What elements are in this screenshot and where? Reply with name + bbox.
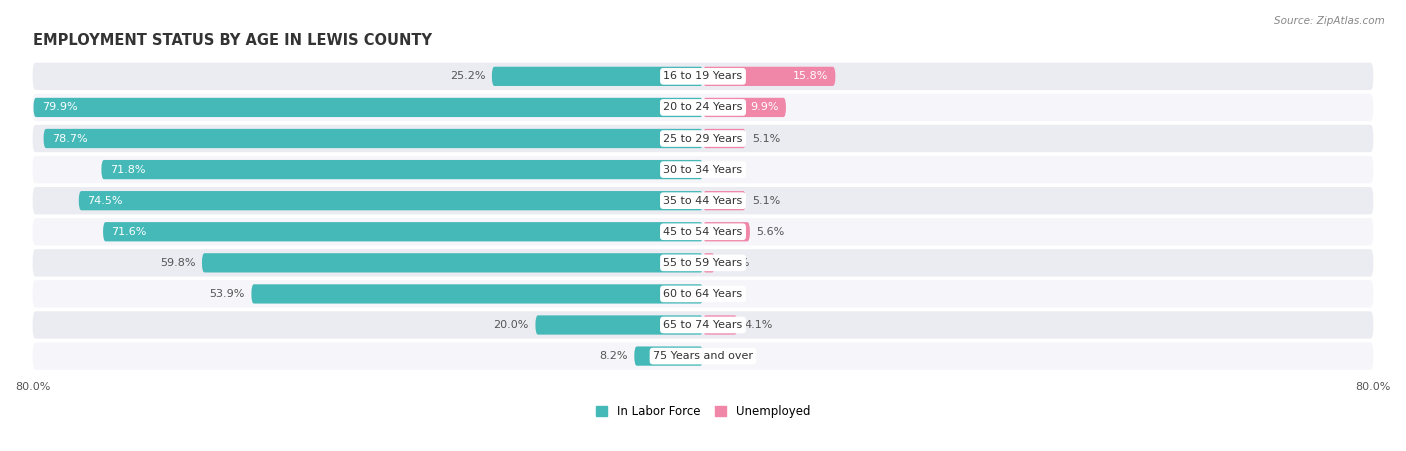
Text: 25 to 29 Years: 25 to 29 Years	[664, 133, 742, 143]
Text: 20 to 24 Years: 20 to 24 Years	[664, 102, 742, 112]
Text: 75 Years and over: 75 Years and over	[652, 351, 754, 361]
FancyBboxPatch shape	[101, 160, 703, 179]
FancyBboxPatch shape	[32, 94, 1374, 121]
Text: 5.6%: 5.6%	[756, 227, 785, 237]
Text: 78.7%: 78.7%	[52, 133, 87, 143]
Text: 5.1%: 5.1%	[752, 196, 780, 206]
FancyBboxPatch shape	[32, 156, 1374, 183]
Text: 0.0%: 0.0%	[710, 351, 738, 361]
Text: 59.8%: 59.8%	[160, 258, 195, 268]
Text: 8.2%: 8.2%	[599, 351, 627, 361]
FancyBboxPatch shape	[32, 63, 1374, 90]
Text: 71.6%: 71.6%	[111, 227, 146, 237]
Text: Source: ZipAtlas.com: Source: ZipAtlas.com	[1274, 16, 1385, 26]
Text: 25.2%: 25.2%	[450, 71, 485, 81]
Text: 15.8%: 15.8%	[793, 71, 828, 81]
FancyBboxPatch shape	[32, 125, 1374, 152]
FancyBboxPatch shape	[34, 98, 703, 117]
Text: 16 to 19 Years: 16 to 19 Years	[664, 71, 742, 81]
Text: 30 to 34 Years: 30 to 34 Years	[664, 165, 742, 175]
Text: 65 to 74 Years: 65 to 74 Years	[664, 320, 742, 330]
FancyBboxPatch shape	[536, 315, 703, 335]
FancyBboxPatch shape	[32, 342, 1374, 370]
Text: 0.0%: 0.0%	[710, 289, 738, 299]
Text: 9.9%: 9.9%	[751, 102, 779, 112]
Text: 53.9%: 53.9%	[209, 289, 245, 299]
Text: 79.9%: 79.9%	[42, 102, 77, 112]
Text: 35 to 44 Years: 35 to 44 Years	[664, 196, 742, 206]
FancyBboxPatch shape	[252, 284, 703, 304]
FancyBboxPatch shape	[32, 311, 1374, 339]
Text: 71.8%: 71.8%	[110, 165, 145, 175]
FancyBboxPatch shape	[79, 191, 703, 210]
Legend: In Labor Force, Unemployed: In Labor Force, Unemployed	[596, 405, 810, 419]
FancyBboxPatch shape	[703, 315, 737, 335]
Text: 45 to 54 Years: 45 to 54 Years	[664, 227, 742, 237]
FancyBboxPatch shape	[44, 129, 703, 148]
Text: 74.5%: 74.5%	[87, 196, 122, 206]
FancyBboxPatch shape	[703, 67, 835, 86]
FancyBboxPatch shape	[703, 129, 745, 148]
FancyBboxPatch shape	[634, 346, 703, 366]
FancyBboxPatch shape	[703, 98, 786, 117]
Text: EMPLOYMENT STATUS BY AGE IN LEWIS COUNTY: EMPLOYMENT STATUS BY AGE IN LEWIS COUNTY	[32, 33, 432, 48]
Text: 5.1%: 5.1%	[752, 133, 780, 143]
Text: 4.1%: 4.1%	[744, 320, 772, 330]
Text: 1.4%: 1.4%	[721, 258, 749, 268]
FancyBboxPatch shape	[492, 67, 703, 86]
FancyBboxPatch shape	[32, 249, 1374, 276]
FancyBboxPatch shape	[32, 187, 1374, 214]
FancyBboxPatch shape	[202, 253, 703, 272]
FancyBboxPatch shape	[703, 191, 745, 210]
Text: 20.0%: 20.0%	[494, 320, 529, 330]
FancyBboxPatch shape	[32, 280, 1374, 308]
FancyBboxPatch shape	[703, 222, 749, 241]
FancyBboxPatch shape	[103, 222, 703, 241]
FancyBboxPatch shape	[32, 218, 1374, 245]
Text: 0.0%: 0.0%	[710, 165, 738, 175]
Text: 55 to 59 Years: 55 to 59 Years	[664, 258, 742, 268]
FancyBboxPatch shape	[703, 253, 714, 272]
Text: 60 to 64 Years: 60 to 64 Years	[664, 289, 742, 299]
